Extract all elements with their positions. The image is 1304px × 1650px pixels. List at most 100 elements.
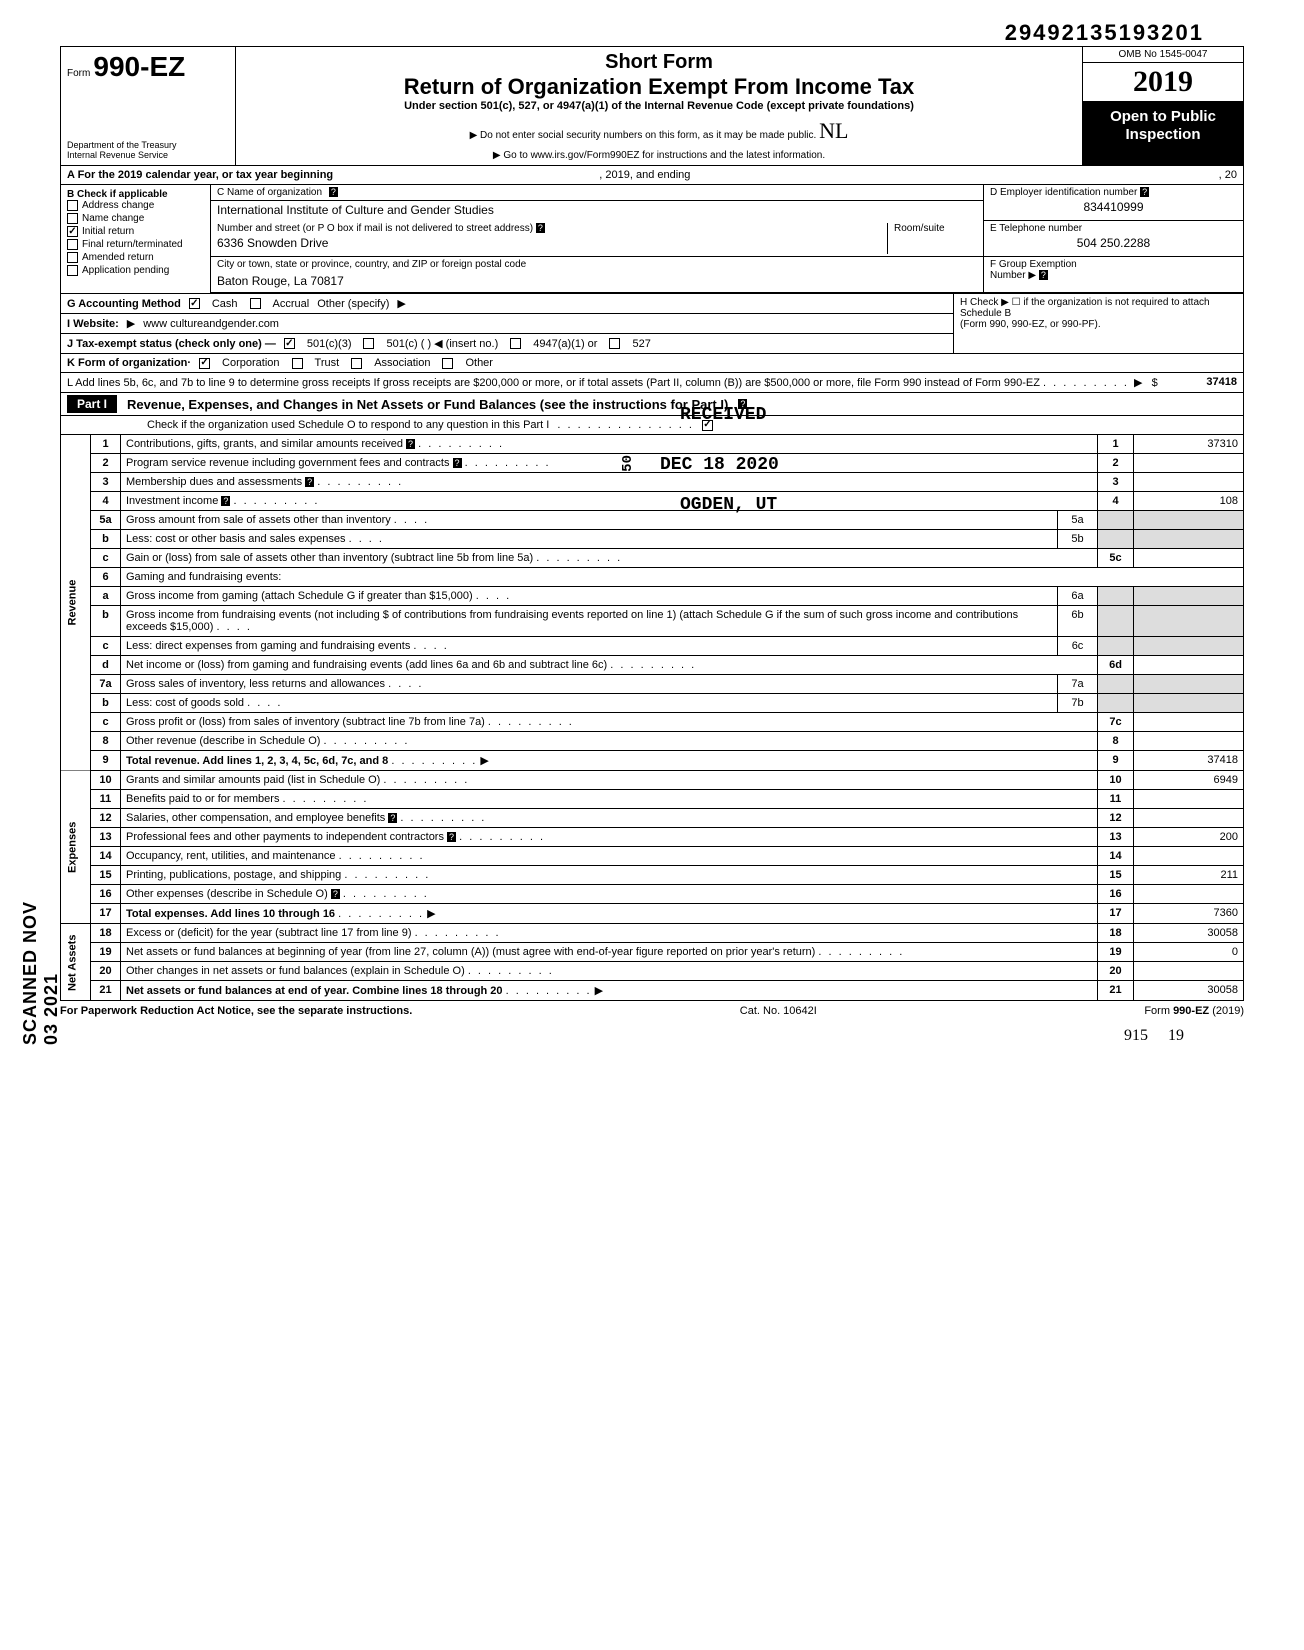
amt-label-cell: 2 <box>1098 454 1134 473</box>
amt-label-cell: 7c <box>1098 713 1134 732</box>
amt-label-cell: 11 <box>1098 790 1134 809</box>
checkbox-item[interactable]: Initial return <box>67 226 204 237</box>
checkbox-label: Address change <box>82 200 154 211</box>
amt-label-cell: 3 <box>1098 473 1134 492</box>
checkbox-icon[interactable] <box>67 200 78 211</box>
ledger-row: bGross income from fundraising events (n… <box>61 606 1244 637</box>
option-label: 527 <box>632 338 650 350</box>
amt-label-cell <box>1098 511 1134 530</box>
amt-cell: 211 <box>1134 866 1244 885</box>
checkbox-icon[interactable] <box>363 338 374 349</box>
amt-label-cell: 4 <box>1098 492 1134 511</box>
row-desc: Less: direct expenses from gaming and fu… <box>121 637 1058 656</box>
row-number: 17 <box>91 904 121 924</box>
help-icon: ? <box>1140 187 1149 197</box>
row-number: 15 <box>91 866 121 885</box>
amt-cell <box>1134 549 1244 568</box>
row-desc: Less: cost of goods sold . . . . <box>121 694 1058 713</box>
note-url: ▶ Go to www.irs.gov/Form990EZ for instru… <box>244 150 1074 161</box>
amt-cell: 30058 <box>1134 981 1244 1001</box>
amt-label-cell: 21 <box>1098 981 1134 1001</box>
page-footer: For Paperwork Reduction Act Notice, see … <box>60 1001 1244 1017</box>
ledger-row: Net Assets18Excess or (deficit) for the … <box>61 924 1244 943</box>
checkbox-icon[interactable] <box>67 213 78 224</box>
option-label: Association <box>374 357 430 369</box>
option-label: 501(c) ( ) ◀ (insert no.) <box>386 337 498 350</box>
row-desc: Total expenses. Add lines 10 through 16 … <box>121 904 1098 924</box>
amt-cell <box>1134 809 1244 828</box>
ledger-row: 11Benefits paid to or for members . . . … <box>61 790 1244 809</box>
checkbox-item[interactable]: Name change <box>67 213 204 224</box>
tax-year: 2019 <box>1083 63 1243 102</box>
checkbox-icon[interactable] <box>284 338 295 349</box>
schedule-o-checkbox[interactable] <box>702 420 713 431</box>
row-desc: Program service revenue including govern… <box>121 454 1098 473</box>
amt-label-cell: 17 <box>1098 904 1134 924</box>
amt-cell <box>1134 962 1244 981</box>
amt-cell: 0 <box>1134 943 1244 962</box>
checkbox-item[interactable]: Address change <box>67 200 204 211</box>
checkbox-icon[interactable] <box>189 298 200 309</box>
checkbox-icon[interactable] <box>442 358 453 369</box>
section-b-checkboxes: B Check if applicable Address change Name… <box>61 185 211 293</box>
row-desc: Net assets or fund balances at beginning… <box>121 943 1098 962</box>
row-number: c <box>91 713 121 732</box>
amt-label-cell: 5c <box>1098 549 1134 568</box>
form-number: 990-EZ <box>93 51 185 82</box>
row-desc: Gross income from fundraising events (no… <box>121 606 1058 637</box>
row-number: b <box>91 606 121 637</box>
handwritten-initials: NL <box>819 118 848 143</box>
row-desc: Less: cost or other basis and sales expe… <box>121 530 1058 549</box>
checkbox-icon[interactable] <box>250 298 261 309</box>
option-label: Corporation <box>222 357 279 369</box>
checkbox-label: Name change <box>82 213 144 224</box>
section-side-label: Revenue <box>61 435 91 771</box>
row-desc: Net assets or fund balances at end of ye… <box>121 981 1098 1001</box>
row-desc: Total revenue. Add lines 1, 2, 3, 4, 5c,… <box>121 751 1098 771</box>
option-label: Cash <box>212 298 238 310</box>
ein-value: 834410999 <box>990 198 1237 218</box>
website-value: www cultureandgender.com <box>143 318 279 330</box>
mini-ref: 6b <box>1058 606 1098 637</box>
checkbox-icon[interactable] <box>351 358 362 369</box>
ledger-row: 20Other changes in net assets or fund ba… <box>61 962 1244 981</box>
handwritten-page-count: 915 19 <box>60 1017 1244 1045</box>
amt-label-cell: 16 <box>1098 885 1134 904</box>
section-b-title: B Check if applicable <box>67 189 204 200</box>
line-l-amount: 37418 <box>1206 376 1237 388</box>
checkbox-icon[interactable] <box>67 265 78 276</box>
help-icon: ? <box>447 832 456 842</box>
amt-label-cell: 1 <box>1098 435 1134 454</box>
row-desc: Other revenue (describe in Schedule O) .… <box>121 732 1098 751</box>
checkbox-icon[interactable] <box>67 239 78 250</box>
checkbox-icon[interactable] <box>292 358 303 369</box>
dept-block: Department of the Treasury Internal Reve… <box>67 141 229 161</box>
ledger-row: 21Net assets or fund balances at end of … <box>61 981 1244 1001</box>
row-number: 14 <box>91 847 121 866</box>
checkbox-icon[interactable] <box>67 252 78 263</box>
row-a-tax-year: A For the 2019 calendar year, or tax yea… <box>60 166 1244 185</box>
row-number: 11 <box>91 790 121 809</box>
checkbox-icon[interactable] <box>199 358 210 369</box>
amt-cell: 7360 <box>1134 904 1244 924</box>
amt-cell <box>1134 587 1244 606</box>
checkbox-item[interactable]: Amended return <box>67 252 204 263</box>
checkbox-icon[interactable] <box>67 226 78 237</box>
checkbox-icon[interactable] <box>609 338 620 349</box>
checkbox-item[interactable]: Application pending <box>67 265 204 276</box>
line-g-accounting: G Accounting Method CashAccrual Other (s… <box>60 294 954 314</box>
row-number: 20 <box>91 962 121 981</box>
checkbox-item[interactable]: Final return/terminated <box>67 239 204 250</box>
title-sub: Under section 501(c), 527, or 4947(a)(1)… <box>244 100 1074 112</box>
checkbox-label: Amended return <box>82 252 154 263</box>
checkbox-icon[interactable] <box>510 338 521 349</box>
row-number: 6 <box>91 568 121 587</box>
option-label: Other <box>465 357 493 369</box>
line-l-gross-receipts: L Add lines 5b, 6c, and 7b to line 9 to … <box>60 373 1244 393</box>
row-desc: Gross income from gaming (attach Schedul… <box>121 587 1058 606</box>
option-label: Accrual <box>273 298 310 310</box>
ledger-row: 2Program service revenue including gover… <box>61 454 1244 473</box>
amt-cell: 30058 <box>1134 924 1244 943</box>
amt-label-cell <box>1098 587 1134 606</box>
row-number: 21 <box>91 981 121 1001</box>
